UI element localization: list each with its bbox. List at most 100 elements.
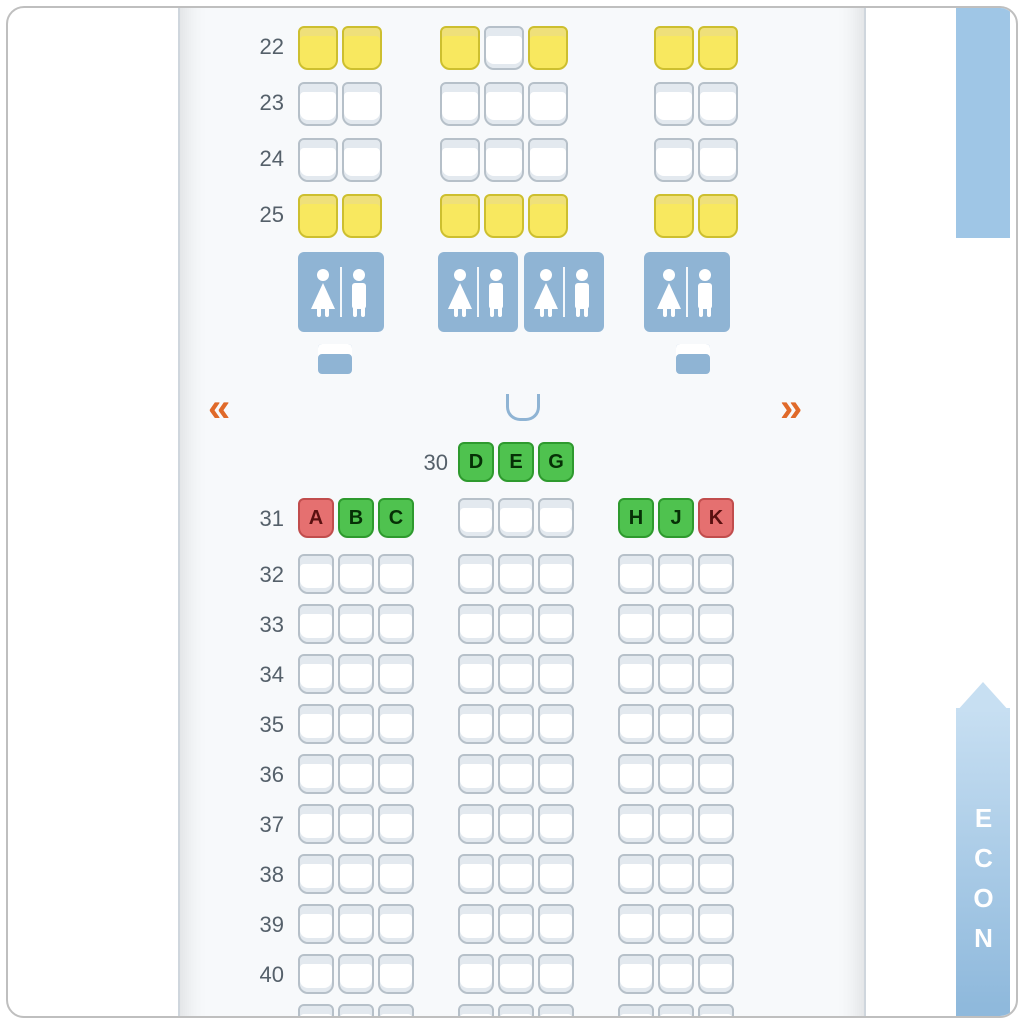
seat[interactable] xyxy=(538,904,574,944)
seat[interactable] xyxy=(338,554,374,594)
seat[interactable] xyxy=(498,654,534,694)
seat[interactable] xyxy=(658,654,694,694)
seat[interactable] xyxy=(698,804,734,844)
seat[interactable] xyxy=(298,554,334,594)
seat[interactable] xyxy=(698,754,734,794)
seat[interactable] xyxy=(498,554,534,594)
seat[interactable] xyxy=(658,754,694,794)
seat[interactable] xyxy=(618,704,654,744)
seat[interactable] xyxy=(658,554,694,594)
seat[interactable] xyxy=(528,194,568,238)
seat[interactable] xyxy=(538,704,574,744)
seat[interactable] xyxy=(618,954,654,994)
seat[interactable] xyxy=(378,604,414,644)
seat[interactable]: B xyxy=(338,498,374,538)
seat[interactable] xyxy=(440,194,480,238)
seat[interactable] xyxy=(298,194,338,238)
seat[interactable] xyxy=(298,138,338,182)
seat[interactable] xyxy=(658,604,694,644)
seat[interactable] xyxy=(484,82,524,126)
seat[interactable] xyxy=(298,26,338,70)
seat[interactable] xyxy=(698,954,734,994)
seat[interactable] xyxy=(342,194,382,238)
seat[interactable] xyxy=(440,82,480,126)
seat[interactable] xyxy=(458,1004,494,1018)
seat[interactable] xyxy=(378,554,414,594)
seat[interactable] xyxy=(498,904,534,944)
seat[interactable]: D xyxy=(458,442,494,482)
seat[interactable] xyxy=(538,604,574,644)
seat[interactable] xyxy=(698,654,734,694)
seat[interactable] xyxy=(498,604,534,644)
seat[interactable] xyxy=(618,904,654,944)
seat[interactable] xyxy=(378,804,414,844)
seat[interactable]: G xyxy=(538,442,574,482)
seat[interactable] xyxy=(528,26,568,70)
seat[interactable] xyxy=(538,498,574,538)
seat[interactable] xyxy=(378,704,414,744)
seat[interactable] xyxy=(698,554,734,594)
seat[interactable] xyxy=(458,904,494,944)
seat[interactable] xyxy=(498,1004,534,1018)
seat[interactable] xyxy=(698,704,734,744)
seat[interactable] xyxy=(698,604,734,644)
seat[interactable] xyxy=(498,804,534,844)
seat[interactable] xyxy=(338,954,374,994)
seat[interactable] xyxy=(298,904,334,944)
seat[interactable] xyxy=(498,704,534,744)
seat[interactable]: E xyxy=(498,442,534,482)
seat[interactable] xyxy=(338,754,374,794)
seat[interactable] xyxy=(698,138,738,182)
seat[interactable] xyxy=(440,138,480,182)
seat[interactable] xyxy=(698,904,734,944)
seat[interactable] xyxy=(618,804,654,844)
seat[interactable] xyxy=(458,554,494,594)
seat[interactable] xyxy=(698,26,738,70)
seat[interactable] xyxy=(458,754,494,794)
seat[interactable] xyxy=(458,954,494,994)
seat[interactable] xyxy=(658,904,694,944)
seat[interactable] xyxy=(298,82,338,126)
seat[interactable] xyxy=(498,954,534,994)
seat[interactable] xyxy=(618,654,654,694)
seat[interactable] xyxy=(698,854,734,894)
seat[interactable] xyxy=(298,1004,334,1018)
seat[interactable]: H xyxy=(618,498,654,538)
seat[interactable] xyxy=(298,804,334,844)
seat[interactable] xyxy=(618,604,654,644)
seat[interactable] xyxy=(298,754,334,794)
seat[interactable] xyxy=(658,804,694,844)
seat[interactable] xyxy=(458,704,494,744)
seat[interactable] xyxy=(538,654,574,694)
seat[interactable] xyxy=(538,1004,574,1018)
seat[interactable] xyxy=(458,854,494,894)
seat[interactable] xyxy=(338,804,374,844)
seat[interactable] xyxy=(298,704,334,744)
seat[interactable] xyxy=(484,138,524,182)
seat[interactable] xyxy=(458,804,494,844)
seat[interactable] xyxy=(342,26,382,70)
seat[interactable]: J xyxy=(658,498,694,538)
seat[interactable] xyxy=(484,194,524,238)
seat[interactable] xyxy=(698,1004,734,1018)
seat[interactable] xyxy=(658,854,694,894)
seat[interactable] xyxy=(378,1004,414,1018)
seat[interactable] xyxy=(618,754,654,794)
seat[interactable] xyxy=(654,194,694,238)
seat[interactable] xyxy=(338,604,374,644)
seat[interactable] xyxy=(654,138,694,182)
seat[interactable] xyxy=(698,82,738,126)
seat[interactable] xyxy=(458,604,494,644)
seat[interactable] xyxy=(618,554,654,594)
seat[interactable] xyxy=(538,854,574,894)
seat[interactable] xyxy=(498,754,534,794)
seat[interactable] xyxy=(338,854,374,894)
seat[interactable] xyxy=(378,954,414,994)
seat[interactable] xyxy=(538,754,574,794)
seat[interactable] xyxy=(538,554,574,594)
seat[interactable] xyxy=(298,954,334,994)
seat[interactable] xyxy=(658,1004,694,1018)
seat[interactable] xyxy=(338,904,374,944)
seat[interactable] xyxy=(458,498,494,538)
seat[interactable] xyxy=(440,26,480,70)
